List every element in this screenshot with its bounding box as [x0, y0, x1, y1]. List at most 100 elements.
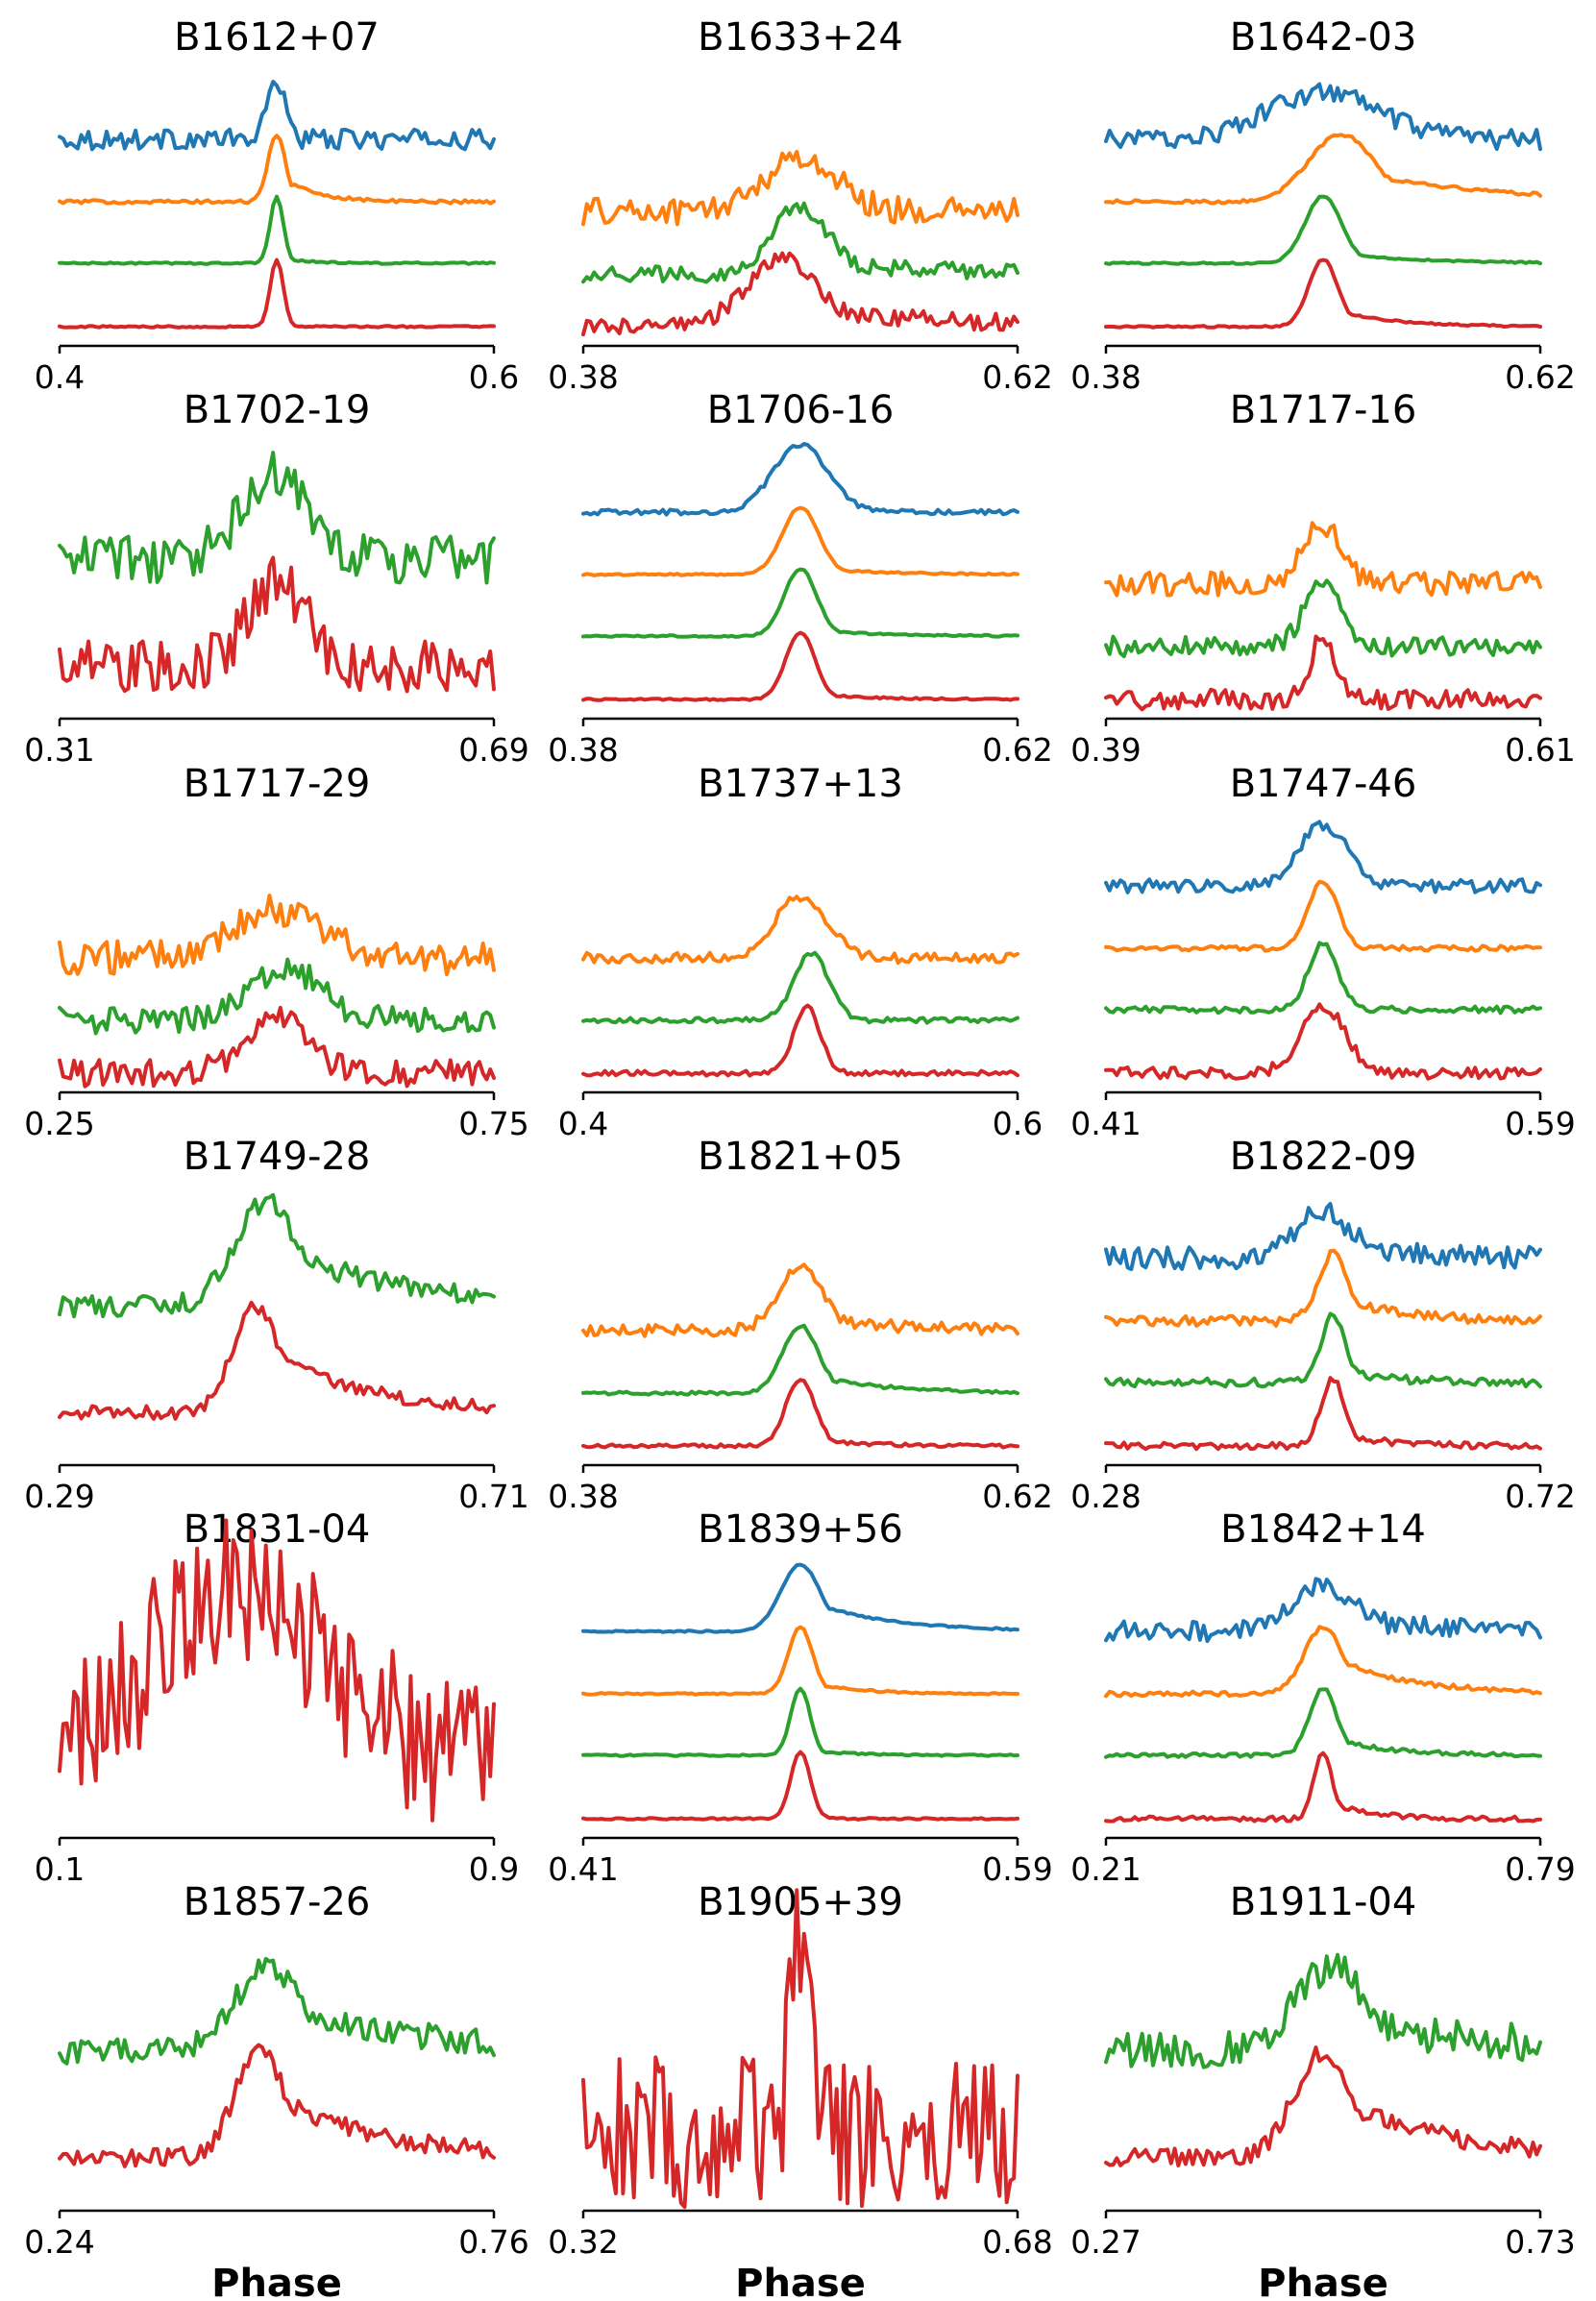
- panel-b1706-16: B1706-16 0.38 0.62: [548, 388, 1052, 769]
- profile-trace-band-2: [1104, 1952, 1542, 2069]
- x-tick-label: 0.38: [1070, 358, 1141, 396]
- profile-trace-band-2: [581, 950, 1019, 1025]
- panel-b1702-19: B1702-19 0.31 0.69: [24, 388, 528, 769]
- x-tick-label: 0.61: [1505, 731, 1575, 769]
- panel-b1857-26: B1857-26 0.24 0.76 Phase: [24, 1880, 528, 2301]
- profile-trace-band-1: [581, 1625, 1019, 1697]
- x-tick-label: 0.38: [548, 1478, 618, 1515]
- profile-trace-band-3: [581, 1003, 1019, 1078]
- panel-b1842+14: B1842+14 0.21 0.79: [1070, 1507, 1575, 1888]
- profile-trace-band-1: [581, 150, 1019, 227]
- x-tick-label: 0.24: [24, 2223, 94, 2261]
- x-tick-label: 0.38: [548, 358, 618, 396]
- panel-b1642-03: B1642-03 0.38 0.62: [1070, 15, 1575, 396]
- profile-trace-band-2: [1104, 1311, 1542, 1389]
- x-tick-label: 0.69: [458, 731, 528, 769]
- x-tick-label: 0.62: [982, 358, 1052, 396]
- panel-title: B1747-46: [1230, 762, 1417, 806]
- x-tick-label: 0.41: [548, 1850, 618, 1888]
- x-tick-label: 0.59: [982, 1850, 1052, 1888]
- profile-trace-band-2: [58, 957, 496, 1036]
- panel-title: B1821+05: [698, 1135, 903, 1179]
- panel-title: B1633+24: [698, 15, 903, 60]
- profile-trace-band-3: [58, 555, 496, 694]
- panel-title: B1911-04: [1230, 1880, 1417, 1924]
- x-tick-label: 0.72: [1505, 1478, 1575, 1515]
- profile-trace-band-0: [1104, 820, 1542, 894]
- profile-trace-band-2: [58, 1956, 496, 2066]
- profile-trace-band-2: [1104, 1687, 1542, 1759]
- panel-title: B1905+39: [698, 1880, 903, 1924]
- panel-title: B1749-28: [184, 1135, 371, 1179]
- panel-b1821+05: B1821+05 0.38 0.62: [548, 1135, 1052, 1515]
- panel-title: B1706-16: [707, 388, 895, 432]
- profile-trace-band-0: [581, 1562, 1019, 1634]
- panel-title: B1857-26: [184, 1880, 371, 1924]
- profile-trace-band-1: [1104, 879, 1542, 953]
- panel-title: B1717-29: [184, 762, 371, 806]
- x-tick-label: 0.68: [982, 2223, 1052, 2261]
- panel-b1905+39: B1905+39 0.32 0.68 Phase: [548, 1880, 1052, 2301]
- panel-title: B1737+13: [698, 762, 903, 806]
- profile-trace-band-3: [581, 251, 1019, 337]
- x-tick-label: 0.62: [982, 731, 1052, 769]
- profile-trace-band-2: [581, 201, 1019, 284]
- x-tick-label: 0.6: [993, 1105, 1043, 1142]
- x-tick-label: 0.38: [548, 731, 618, 769]
- x-tick-label: 0.6: [469, 358, 519, 396]
- x-tick-label: 0.4: [35, 358, 85, 396]
- profile-trace-band-3: [1104, 1002, 1542, 1081]
- profile-trace-band-2: [1104, 194, 1542, 266]
- profile-trace-band-1: [1104, 1625, 1542, 1699]
- panel-b1747-46: B1747-46 0.41 0.59: [1070, 762, 1575, 1142]
- profile-trace-band-1: [1104, 133, 1542, 206]
- profile-trace-band-0: [58, 80, 496, 152]
- x-tick-label: 0.1: [35, 1850, 85, 1888]
- profile-trace-band-1: [581, 505, 1019, 577]
- panel-title: B1842+14: [1220, 1507, 1426, 1552]
- x-tick-label: 0.73: [1505, 2223, 1575, 2261]
- panel-title: B1642-03: [1230, 15, 1417, 60]
- profile-trace-band-1: [581, 1262, 1019, 1338]
- profile-trace-band-3: [1104, 257, 1542, 330]
- profile-trace-band-3: [581, 1750, 1019, 1822]
- x-axis-title: Phase: [211, 2262, 342, 2301]
- x-tick-label: 0.28: [1070, 1478, 1141, 1515]
- profile-trace-band-2: [581, 1323, 1019, 1397]
- profile-trace-band-3: [58, 1300, 496, 1421]
- x-tick-label: 0.31: [24, 731, 94, 769]
- panel-b1737+13: B1737+13 0.4 0.6: [558, 762, 1043, 1142]
- profile-trace-band-2: [581, 1686, 1019, 1758]
- x-tick-label: 0.62: [1505, 358, 1575, 396]
- profile-trace-band-2: [1104, 578, 1542, 659]
- x-tick-label: 0.21: [1070, 1850, 1141, 1888]
- x-tick-label: 0.32: [548, 2223, 618, 2261]
- panel-b1633+24: B1633+24 0.38 0.62: [548, 15, 1052, 396]
- profile-trace-band-2: [581, 567, 1019, 639]
- x-tick-label: 0.79: [1505, 1850, 1575, 1888]
- x-tick-label: 0.27: [1070, 2223, 1141, 2261]
- panel-b1911-04: B1911-04 0.27 0.73 Phase: [1070, 1880, 1575, 2301]
- x-tick-label: 0.62: [982, 1478, 1052, 1515]
- panel-title: B1717-16: [1230, 388, 1417, 432]
- profile-trace-band-0: [1104, 1577, 1542, 1644]
- profile-trace-band-2: [58, 1192, 496, 1319]
- x-tick-label: 0.41: [1070, 1105, 1141, 1142]
- panel-title: B1702-19: [184, 388, 371, 432]
- profile-trace-band-1: [58, 893, 496, 977]
- x-axis-title: Phase: [735, 2262, 866, 2301]
- profile-trace-band-0: [1104, 1202, 1542, 1271]
- profile-trace-band-1: [1104, 521, 1542, 598]
- panel-b1749-28: B1749-28 0.29 0.71: [24, 1135, 528, 1515]
- x-tick-label: 0.59: [1505, 1105, 1575, 1142]
- x-tick-label: 0.4: [558, 1105, 608, 1142]
- profile-trace-band-2: [1104, 941, 1542, 1016]
- panel-b1612+07: B1612+07 0.4 0.6: [35, 15, 519, 396]
- panel-b1839+56: B1839+56 0.41 0.59: [548, 1507, 1052, 1888]
- x-axis-title: Phase: [1258, 2262, 1388, 2301]
- profile-trace-band-3: [581, 1888, 1019, 2210]
- panel-b1717-29: B1717-29 0.25 0.75: [24, 762, 528, 1142]
- panel-title: B1831-04: [184, 1507, 371, 1552]
- profile-trace-band-3: [58, 257, 496, 330]
